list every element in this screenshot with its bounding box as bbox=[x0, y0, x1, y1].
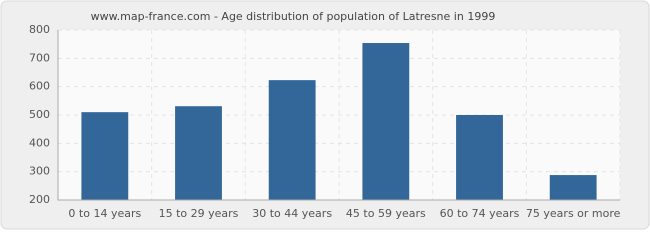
x-tick-label: 0 to 14 years bbox=[68, 207, 141, 220]
x-tick-label: 75 years or more bbox=[526, 207, 621, 220]
y-tick-label: 700 bbox=[29, 51, 50, 64]
x-tick-label: 30 to 44 years bbox=[252, 207, 332, 220]
bar bbox=[456, 115, 503, 200]
bar bbox=[268, 80, 316, 200]
y-tick-label: 600 bbox=[29, 80, 50, 93]
bar bbox=[175, 106, 222, 200]
y-tick-label: 500 bbox=[29, 108, 50, 121]
x-tick-label: 60 to 74 years bbox=[440, 207, 520, 220]
y-tick-label: 800 bbox=[29, 23, 50, 36]
y-tick-label: 300 bbox=[29, 165, 50, 178]
bar bbox=[81, 112, 129, 200]
x-tick-label: 45 to 59 years bbox=[346, 207, 426, 220]
y-tick-label: 400 bbox=[29, 136, 50, 149]
chart: www.map-france.com - Age distribution of… bbox=[0, 0, 650, 230]
y-tick-label: 200 bbox=[29, 193, 50, 206]
bar bbox=[362, 43, 410, 201]
axis bbox=[57, 30, 620, 201]
x-tick-label: 15 to 29 years bbox=[159, 207, 239, 220]
bar bbox=[549, 175, 597, 200]
chart-title: www.map-france.com - Age distribution of… bbox=[91, 10, 496, 23]
